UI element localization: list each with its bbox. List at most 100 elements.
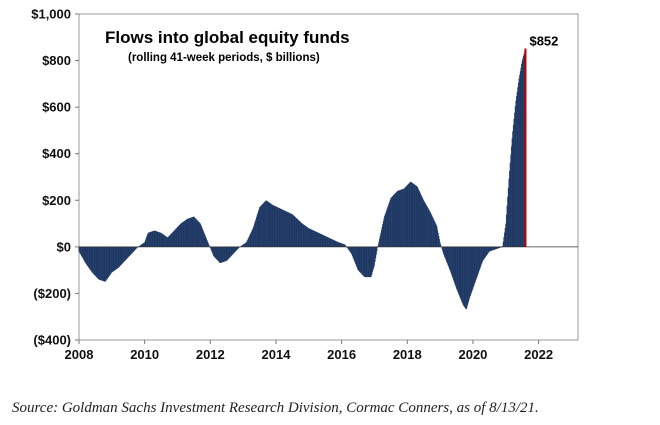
weekly-bar xyxy=(226,246,228,261)
weekly-bar xyxy=(356,246,358,269)
weekly-bar xyxy=(266,201,268,247)
weekly-bar xyxy=(493,246,495,250)
weekly-bar xyxy=(134,246,135,251)
weekly-bar xyxy=(473,246,475,286)
weekly-bar xyxy=(270,203,272,247)
weekly-bar xyxy=(209,246,211,249)
weekly-bar xyxy=(425,204,427,247)
weekly-bar xyxy=(200,224,202,247)
weekly-bar xyxy=(331,239,333,247)
weekly-bar xyxy=(283,210,284,247)
weekly-bar xyxy=(140,244,142,247)
weekly-bar xyxy=(483,246,485,260)
weekly-bar xyxy=(399,190,401,247)
weekly-bar xyxy=(124,246,125,262)
weekly-bar xyxy=(373,246,375,268)
weekly-bar xyxy=(102,246,104,281)
weekly-bar xyxy=(199,223,201,247)
weekly-bar xyxy=(119,246,121,267)
weekly-bar xyxy=(185,219,187,247)
weekly-bar xyxy=(326,236,328,247)
weekly-bar xyxy=(124,246,126,261)
weekly-bar xyxy=(338,242,339,247)
weekly-bar xyxy=(350,246,352,254)
weekly-bar xyxy=(247,238,249,247)
weekly-bar xyxy=(204,235,206,247)
weekly-bar xyxy=(186,219,188,247)
weekly-bar xyxy=(365,246,367,278)
weekly-bar xyxy=(385,212,387,247)
weekly-bar xyxy=(394,193,396,247)
weekly-bar xyxy=(450,246,452,273)
weekly-bar xyxy=(324,235,326,247)
weekly-bar xyxy=(475,246,476,282)
weekly-bar xyxy=(481,246,483,262)
weekly-bar xyxy=(472,246,474,289)
weekly-bar xyxy=(477,246,479,275)
weekly-bar xyxy=(96,246,98,278)
weekly-bar xyxy=(265,200,267,247)
weekly-bar xyxy=(382,224,384,247)
weekly-bar xyxy=(194,217,196,247)
weekly-bar xyxy=(201,227,203,247)
weekly-bar xyxy=(515,100,517,247)
weekly-bar xyxy=(425,203,427,247)
weekly-bar xyxy=(175,228,177,247)
weekly-bar xyxy=(146,235,148,247)
weekly-bar xyxy=(271,204,273,247)
weekly-bar xyxy=(182,222,183,247)
weekly-bar xyxy=(132,246,134,252)
weekly-bar xyxy=(161,233,163,247)
weekly-bar xyxy=(339,242,341,247)
weekly-bar xyxy=(142,243,144,247)
weekly-bar xyxy=(408,183,409,247)
weekly-bar xyxy=(158,232,160,247)
weekly-bar xyxy=(344,245,346,247)
weekly-bar xyxy=(227,246,229,260)
weekly-bar xyxy=(360,246,362,274)
weekly-bar xyxy=(509,170,511,247)
weekly-bar xyxy=(446,246,448,263)
weekly-bar xyxy=(284,210,286,247)
weekly-bar xyxy=(485,246,487,257)
weekly-bar xyxy=(372,246,374,273)
weekly-bar xyxy=(523,53,525,247)
weekly-bar xyxy=(89,246,91,270)
weekly-bar xyxy=(327,237,329,247)
weekly-bar xyxy=(471,246,473,293)
weekly-bar xyxy=(149,232,151,247)
weekly-bar xyxy=(288,212,290,247)
weekly-bar xyxy=(144,240,146,247)
weekly-bar xyxy=(488,246,490,252)
weekly-bar xyxy=(293,216,295,247)
weekly-bar xyxy=(191,217,193,247)
weekly-bar xyxy=(327,237,329,247)
weekly-bar xyxy=(462,246,464,305)
weekly-bar xyxy=(368,246,370,278)
weekly-bar xyxy=(252,227,254,247)
weekly-bar xyxy=(311,229,313,247)
weekly-bar xyxy=(388,203,390,247)
weekly-bar xyxy=(320,233,322,247)
weekly-bar xyxy=(466,246,468,307)
weekly-bar xyxy=(338,242,340,247)
weekly-bar xyxy=(273,205,274,247)
weekly-bar xyxy=(131,246,133,254)
weekly-bar xyxy=(125,246,127,261)
y-tick-label: $1,000 xyxy=(31,7,71,22)
weekly-bar xyxy=(183,220,185,247)
weekly-bar xyxy=(381,227,383,247)
weekly-bar xyxy=(84,246,86,262)
weekly-bar xyxy=(435,224,437,247)
weekly-bar xyxy=(177,226,179,247)
weekly-bar xyxy=(164,235,166,247)
weekly-bar xyxy=(492,246,493,251)
weekly-bar xyxy=(189,218,190,247)
weekly-bar xyxy=(469,246,471,296)
weekly-bar xyxy=(244,243,246,247)
weekly-bar xyxy=(312,230,314,247)
weekly-bar xyxy=(391,196,393,247)
weekly-bar xyxy=(272,205,274,247)
weekly-bar xyxy=(341,243,343,247)
weekly-bar xyxy=(204,233,206,247)
